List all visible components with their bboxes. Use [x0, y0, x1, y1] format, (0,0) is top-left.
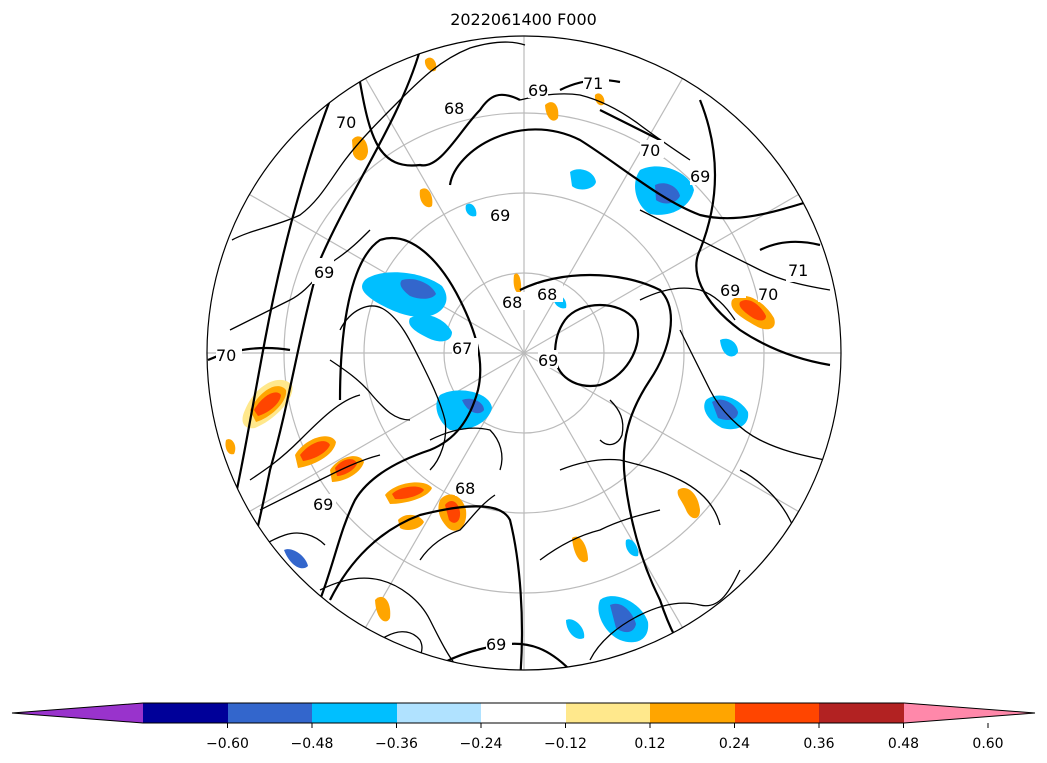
- contour-label: 69: [528, 81, 548, 100]
- colorbar-segment: [143, 703, 228, 723]
- contour-label: 69: [690, 167, 710, 186]
- colorbar-tick-label: 0.24: [719, 736, 750, 752]
- colorbar-segment: [397, 703, 481, 723]
- meridian-line: [358, 352, 525, 640]
- colorbar-tick-label: −0.48: [291, 736, 334, 752]
- colorbar-tick-label: −0.36: [375, 736, 418, 752]
- contour-label: 69: [538, 351, 558, 370]
- contour-label: 70: [336, 113, 356, 132]
- colorbar-tick-label: 0.12: [634, 736, 665, 752]
- colorbar-segment: [650, 703, 735, 723]
- contour-label: 71: [583, 74, 603, 93]
- colorbar: −0.60 −0.48 −0.36 −0.24 −0.12 0.12 0.24 0.36 0.4…: [11, 702, 1036, 752]
- map-disk: 71 68 70 69 70 69 69 68 68 69 67 69 70: [207, 36, 841, 670]
- contour-label: 68: [537, 285, 557, 304]
- map-boundary: [206, 35, 842, 671]
- colorbar-segment: [819, 703, 904, 723]
- colorbar-segment: [566, 703, 650, 723]
- colorbar-extend-min: [12, 703, 143, 723]
- colorbar-tick-label: −0.60: [206, 736, 249, 752]
- meridian-line: [358, 66, 525, 354]
- contour-labels: 71 68 70 69 70 69 69 68 68 69 67 69 70: [216, 73, 810, 654]
- contour-label: 68: [502, 293, 522, 312]
- meridian-line: [237, 352, 525, 519]
- meridian-line: [523, 352, 690, 640]
- contour-label: 70: [216, 346, 236, 365]
- positive-anomaly-areas: [225, 57, 775, 622]
- contour-label: 69: [314, 263, 334, 282]
- graticule: [207, 36, 841, 670]
- meridian-line: [523, 66, 690, 354]
- height-contours: [207, 49, 831, 670]
- contour-label: 68: [444, 99, 464, 118]
- contour-label: 69: [486, 635, 506, 654]
- colorbar-extend-max: [904, 703, 1035, 723]
- colorbar-tick-label: −0.12: [544, 736, 587, 752]
- contour-label: 70: [758, 285, 778, 304]
- colorbar-tick-label: 0.60: [972, 736, 1003, 752]
- colorbar-segment: [312, 703, 397, 723]
- colorbar-segment: [735, 703, 819, 723]
- meridian-line: [237, 187, 525, 354]
- contour-label: 70: [640, 141, 660, 160]
- contour-label: 69: [720, 281, 740, 300]
- contour-label: 71: [788, 261, 808, 280]
- colorbar-tick-label: −0.24: [460, 736, 503, 752]
- colorbar-segment: [228, 703, 312, 723]
- map-title: 2022061400 F000: [450, 10, 597, 29]
- meridian-line: [523, 187, 811, 354]
- colorbar-tick-label: 0.48: [888, 736, 919, 752]
- contour-label: 67: [452, 339, 472, 358]
- colorbar-segment: [481, 703, 566, 723]
- contour-label: 68: [455, 479, 475, 498]
- contour-label: 69: [490, 206, 510, 225]
- colorbar-tick-label: 0.36: [803, 736, 834, 752]
- contour-label: 69: [313, 495, 333, 514]
